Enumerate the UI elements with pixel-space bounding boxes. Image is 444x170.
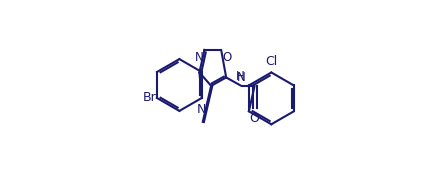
Text: N: N [197, 103, 206, 116]
Text: N: N [237, 71, 246, 84]
Text: H: H [236, 70, 245, 83]
Text: N: N [195, 51, 204, 64]
Text: Cl: Cl [266, 55, 278, 68]
Text: O: O [222, 51, 231, 64]
Text: O: O [250, 112, 260, 125]
Text: Br: Br [143, 91, 156, 104]
